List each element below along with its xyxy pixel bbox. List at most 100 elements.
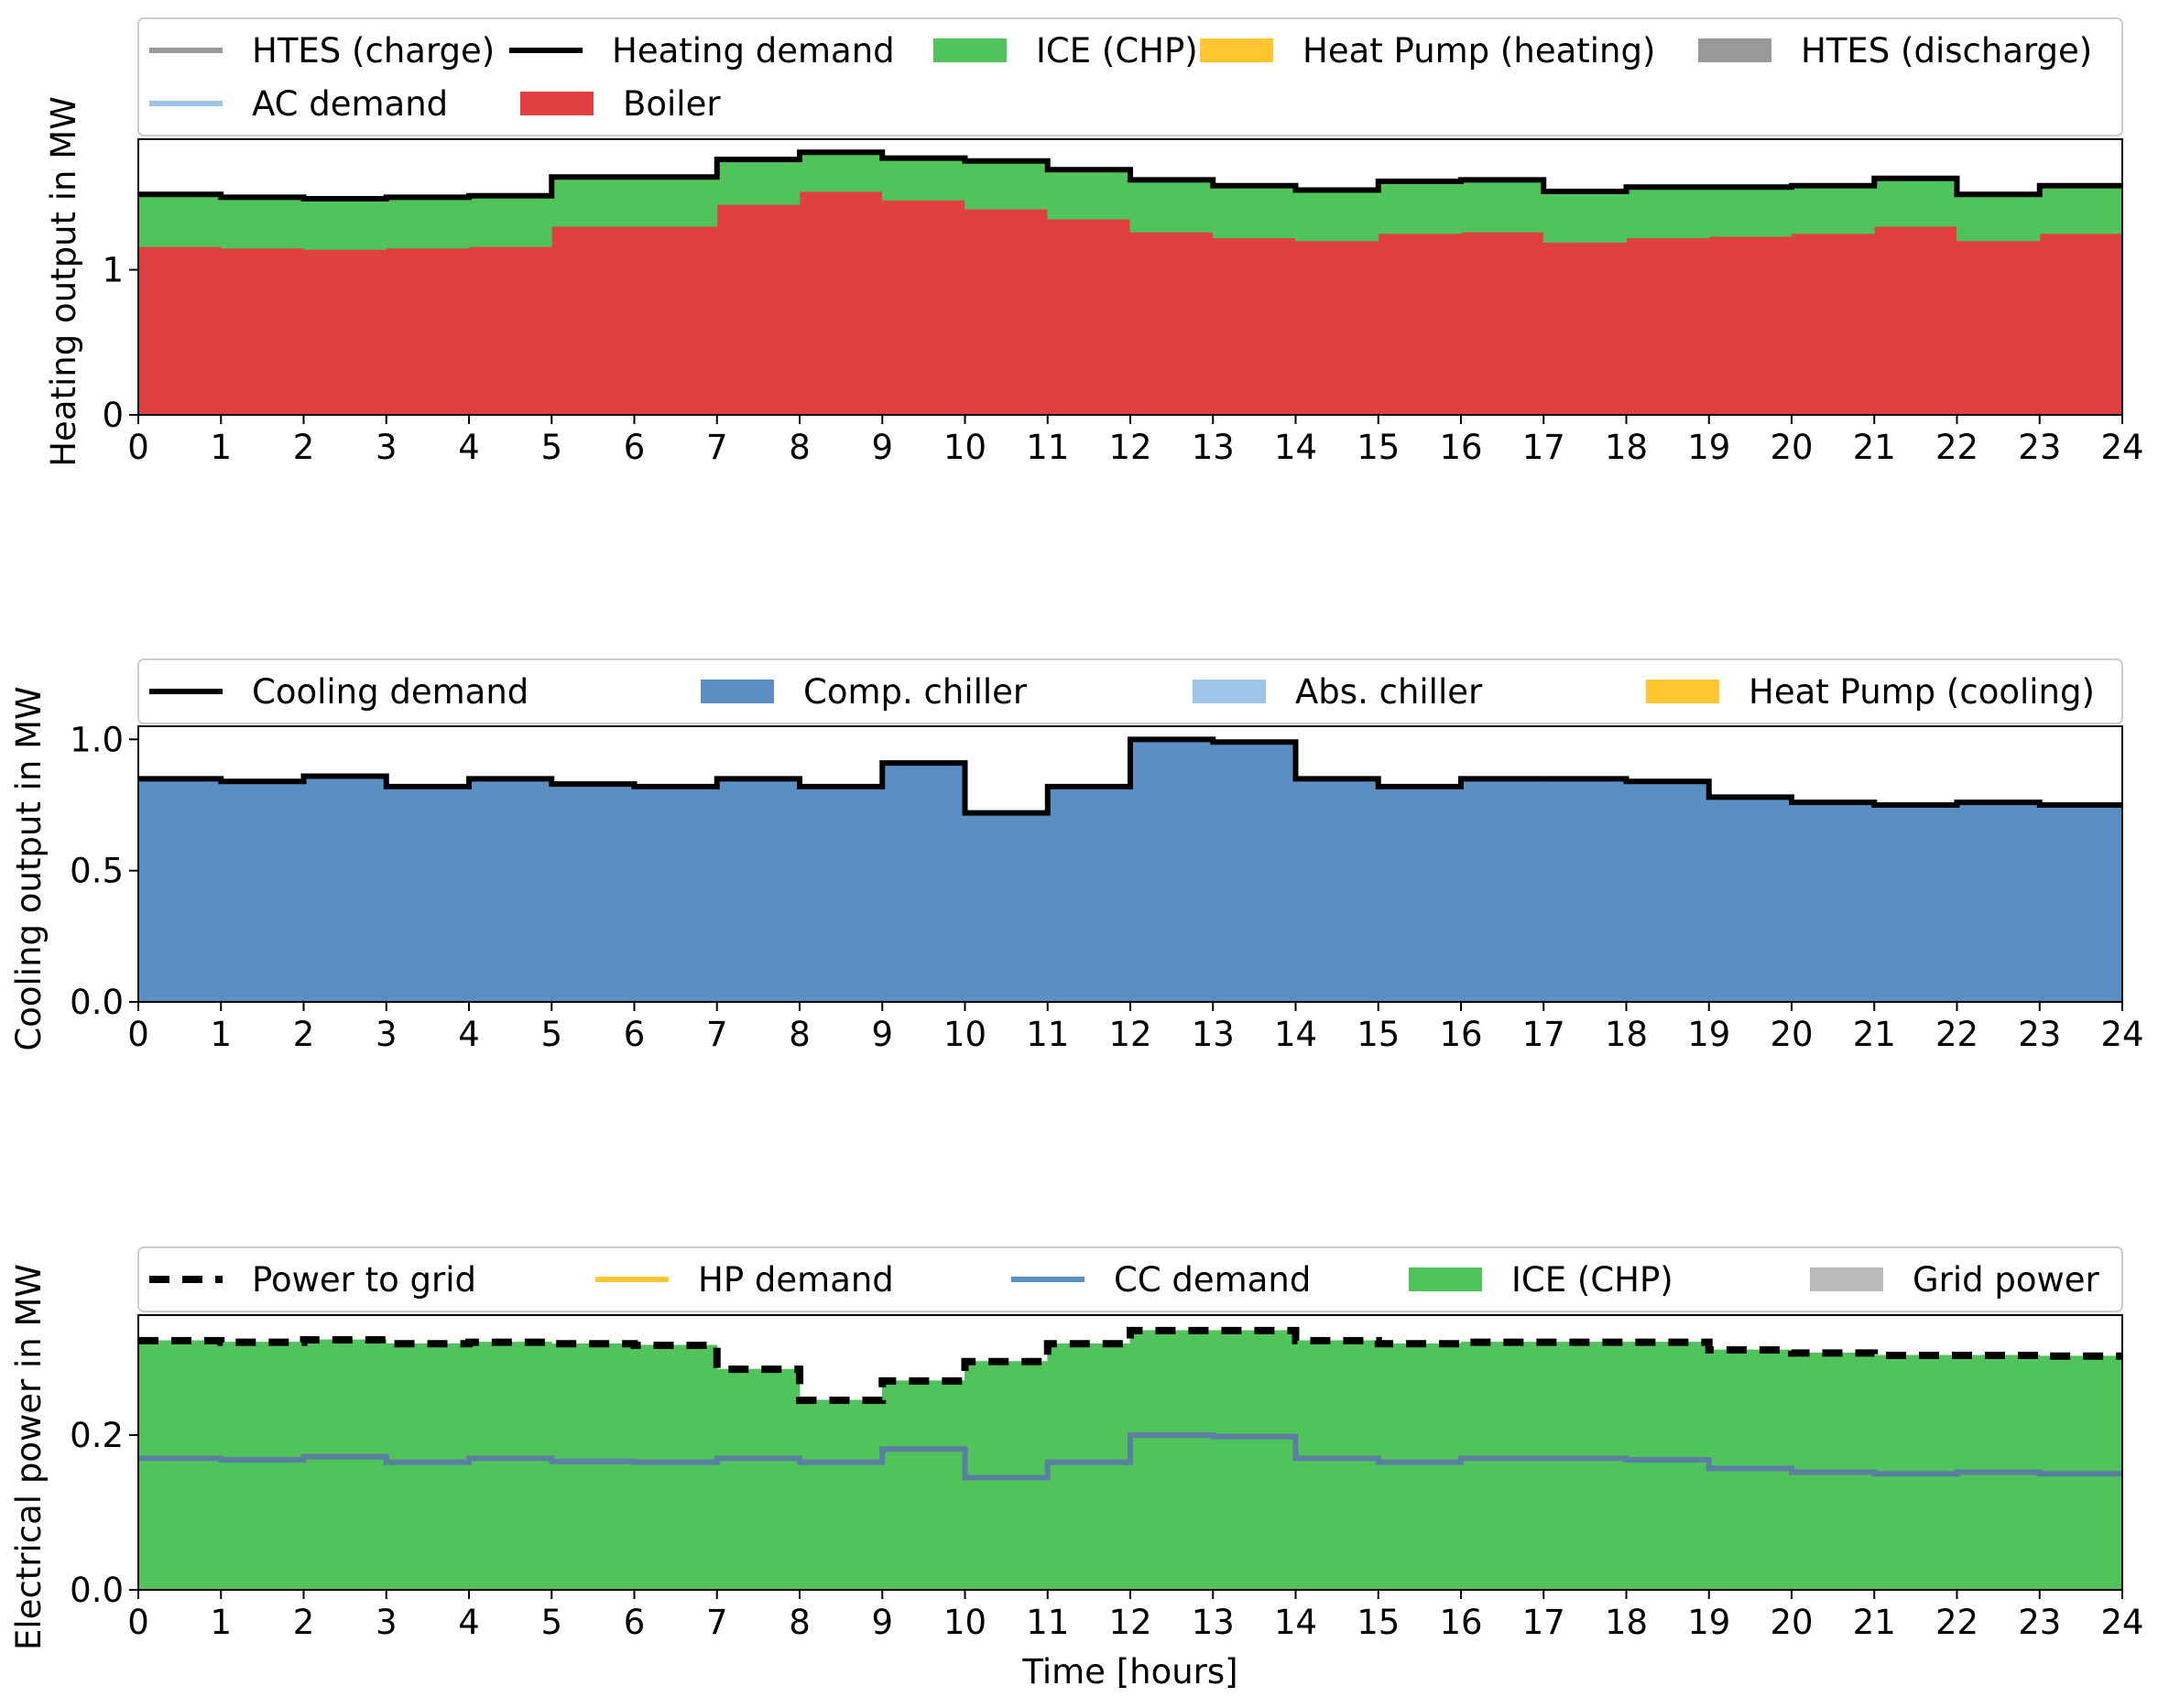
x-tick-label: 20 (1770, 428, 1813, 467)
legend-item: HTES (discharge) (1698, 31, 2092, 71)
x-tick-label: 6 (624, 1015, 646, 1054)
legend-label: HP demand (698, 1260, 894, 1300)
legend-label: Cooling demand (252, 672, 529, 712)
legend-swatch (1200, 38, 1273, 62)
legend-item: Heat Pump (heating) (1200, 31, 1655, 71)
x-tick-label: 15 (1357, 1603, 1400, 1642)
y-axis-label: Cooling output in MW (9, 686, 49, 1050)
legend-label: ICE (CHP) (1511, 1260, 1673, 1300)
x-tick-label: 20 (1770, 1015, 1813, 1054)
legend-box (137, 17, 2123, 136)
x-tick-label: 23 (2018, 1603, 2061, 1642)
x-axis-label: Time [hours] (1021, 1652, 1237, 1692)
x-tick-label: 3 (376, 1015, 398, 1054)
x-tick-label: 18 (1605, 428, 1648, 467)
legend-swatch (1193, 680, 1266, 703)
legend-swatch (701, 680, 774, 703)
legend-box (137, 658, 2123, 724)
x-tick-label: 24 (2100, 1015, 2143, 1054)
panel-1: 0 1 2 3 4 5 6 7 8 9 10 11 12 13 14 15 16 17 18 19 20 21 22 23 24… (44, 17, 2144, 467)
x-tick-label: 10 (943, 1603, 986, 1642)
x-tick-label: 24 (2100, 1603, 2143, 1642)
x-tick-label: 12 (1108, 1015, 1151, 1054)
x-tick-label: 12 (1108, 1603, 1151, 1642)
legend-item: HP demand (595, 1260, 894, 1300)
legend-item: Abs. chiller (1193, 672, 1483, 712)
legend-label: Heat Pump (heating) (1302, 31, 1655, 71)
x-tick-label: 1 (210, 428, 232, 467)
legend-label: CC demand (1114, 1260, 1311, 1300)
x-tick-label: 21 (1853, 1015, 1896, 1054)
x-tick-label: 6 (624, 428, 646, 467)
x-tick-label: 17 (1522, 1603, 1565, 1642)
x-tick-label: 5 (540, 428, 562, 467)
legend-item: CC demand (1011, 1260, 1311, 1300)
x-tick-label: 17 (1522, 1015, 1565, 1054)
legend-item: Cooling demand (149, 672, 529, 712)
x-tick-label: 1 (210, 1015, 232, 1054)
x-tick-label: 20 (1770, 1603, 1813, 1642)
x-tick-label: 23 (2018, 428, 2061, 467)
legend-label: ICE (CHP) (1036, 31, 1198, 71)
line-series-cc-demand (138, 1431, 2122, 1481)
legend-swatch (1810, 1267, 1883, 1291)
legend-item: Boiler (520, 84, 721, 124)
x-tick-label: 21 (1853, 1603, 1896, 1642)
x-tick-label: 7 (706, 1015, 728, 1054)
x-tick-label: 4 (458, 1015, 480, 1054)
line-series-cooling-demand (138, 736, 2122, 816)
legend-item: AC demand (149, 84, 448, 124)
legend-swatch (1409, 1267, 1482, 1291)
legend-label: HTES (charge) (252, 31, 495, 71)
x-tick-label: 10 (943, 428, 986, 467)
legend-item: HTES (charge) (149, 31, 495, 71)
y-tick-label: 0 (102, 396, 124, 435)
x-tick-label: 22 (1935, 428, 1978, 467)
x-tick-label: 0 (127, 1603, 149, 1642)
legend-swatch (933, 38, 1007, 62)
line-series-power-to-grid (138, 1326, 2122, 1404)
legend-label: Abs. chiller (1295, 672, 1483, 712)
x-tick-label: 5 (540, 1015, 562, 1054)
x-tick-label: 13 (1192, 1015, 1235, 1054)
x-tick-label: 2 (293, 1015, 315, 1054)
x-tick-label: 4 (458, 428, 480, 467)
legend-label: HTES (discharge) (1801, 31, 2092, 71)
x-tick-label: 10 (943, 1015, 986, 1054)
x-tick-label: 22 (1935, 1603, 1978, 1642)
x-tick-label: 16 (1439, 1015, 1482, 1054)
x-tick-label: 9 (871, 428, 893, 467)
legend-item: ICE (CHP) (1409, 1260, 1673, 1300)
x-tick-label: 2 (293, 1603, 315, 1642)
x-tick-label: 6 (624, 1603, 646, 1642)
legend-swatch (520, 92, 594, 115)
x-tick-label: 1 (210, 1603, 232, 1642)
x-tick-label: 4 (458, 1603, 480, 1642)
x-tick-label: 23 (2018, 1015, 2061, 1054)
y-axis-label: Heating output in MW (44, 96, 83, 467)
legend-label: Heating demand (612, 31, 895, 71)
legend-swatch (1646, 680, 1719, 703)
x-tick-label: 11 (1026, 1603, 1069, 1642)
x-tick-label: 8 (789, 428, 811, 467)
x-tick-label: 22 (1935, 1015, 1978, 1054)
x-tick-label: 19 (1687, 1603, 1730, 1642)
legend-label: AC demand (252, 84, 448, 124)
legend-item: Heat Pump (cooling) (1646, 672, 2095, 712)
x-tick-label: 7 (706, 1603, 728, 1642)
x-tick-label: 12 (1108, 428, 1151, 467)
legend-label: Boiler (623, 84, 721, 124)
x-tick-label: 14 (1274, 1015, 1317, 1054)
x-tick-label: 9 (871, 1015, 893, 1054)
x-tick-label: 0 (127, 1015, 149, 1054)
y-tick-label: 1.0 (70, 720, 124, 759)
x-tick-label: 3 (376, 1603, 398, 1642)
x-tick-label: 5 (540, 1603, 562, 1642)
y-tick-label: 0.2 (70, 1416, 124, 1455)
x-tick-label: 19 (1687, 428, 1730, 467)
x-tick-label: 17 (1522, 428, 1565, 467)
x-tick-label: 8 (789, 1015, 811, 1054)
y-tick-label: 0.0 (70, 1571, 124, 1610)
